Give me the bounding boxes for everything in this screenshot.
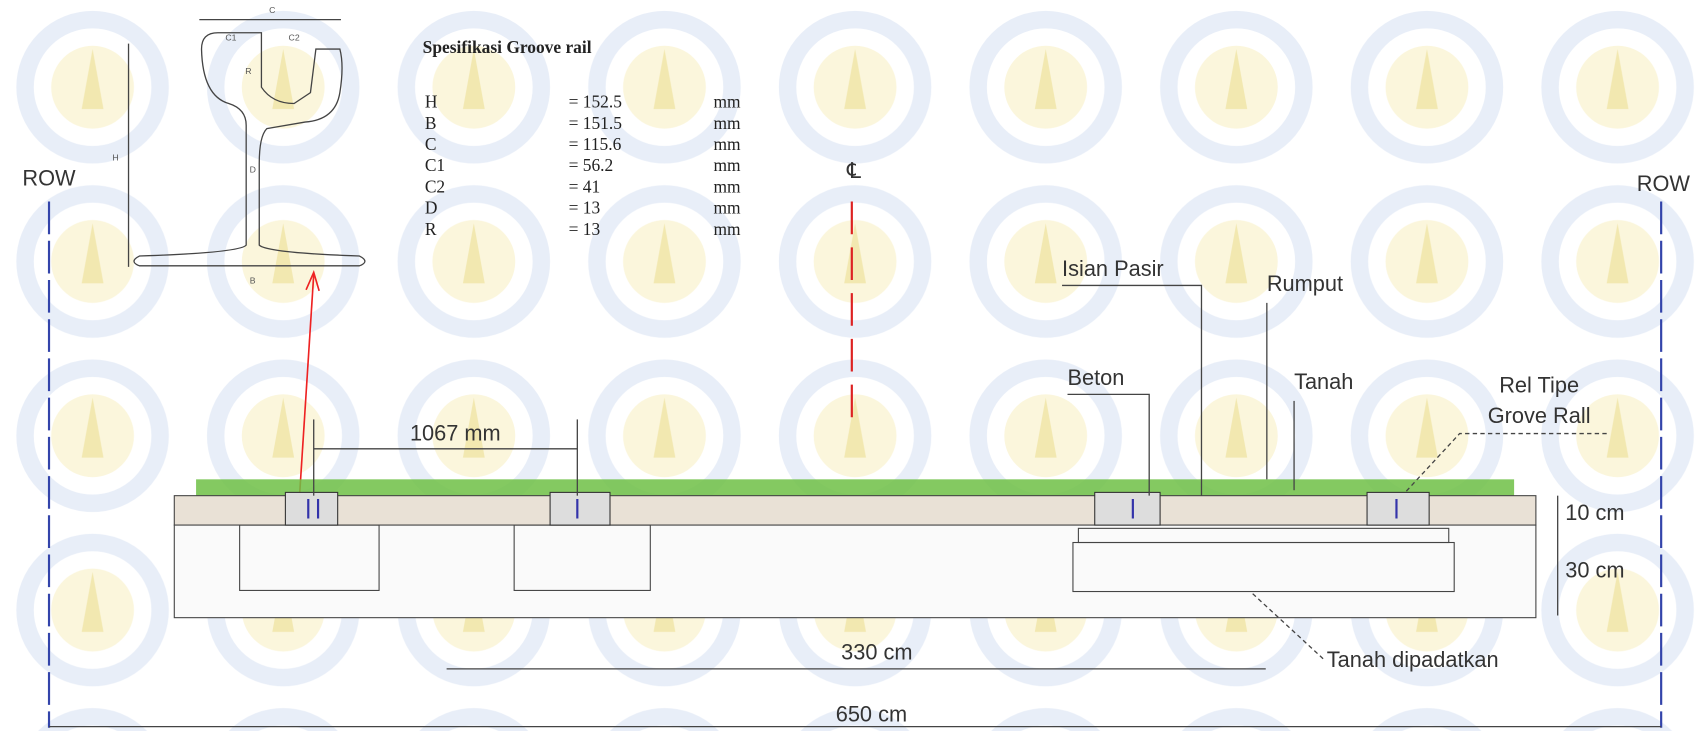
profile-label: C1: [225, 32, 236, 42]
row-label: ROW: [22, 166, 76, 191]
watermark: [0, 0, 1708, 731]
spec-unit: mm: [713, 155, 741, 175]
drawing: ROW ROW 650 cm C C1 C2 R H D B Spesifika…: [0, 0, 1708, 731]
spec-value: = 13: [569, 198, 601, 218]
profile-label: C2: [289, 32, 300, 42]
callout: Isian Pasir: [1062, 256, 1164, 281]
callout: Beton: [1068, 365, 1125, 390]
spec-label: B: [425, 113, 437, 133]
spec-unit: mm: [713, 198, 741, 218]
spec-label: C: [425, 134, 437, 154]
callout: Rumput: [1267, 271, 1343, 296]
dimension-label: 10 cm: [1565, 500, 1624, 525]
callout: Tanah dipadatkan: [1327, 647, 1499, 672]
spec-value: = 152.5: [569, 92, 623, 112]
profile-label: B: [250, 275, 256, 285]
spec-label: H: [425, 92, 438, 112]
callout: Rel Tipe: [1499, 372, 1579, 397]
spec-label: D: [425, 198, 438, 218]
spec-value: = 41: [569, 176, 601, 196]
spec-unit: mm: [713, 176, 741, 196]
dimension-label: 650 cm: [836, 701, 907, 726]
profile-label: C: [269, 5, 275, 15]
spec-unit: mm: [713, 134, 741, 154]
spec-value: = 56.2: [569, 155, 614, 175]
spec-label: C2: [425, 176, 445, 196]
dimension-label: 30 cm: [1565, 558, 1624, 583]
spec-label: C1: [425, 155, 445, 175]
callout: Grove Rall: [1488, 403, 1591, 428]
dimension-label: 1067 mm: [410, 420, 501, 445]
spec-unit: mm: [713, 219, 741, 239]
dimension-label: 330 cm: [841, 639, 912, 664]
spec-value: = 13: [569, 219, 601, 239]
track-section: [174, 479, 1536, 617]
spec-value: = 151.5: [569, 113, 623, 133]
spec-unit: mm: [713, 92, 741, 112]
spec-label: R: [425, 219, 437, 239]
centerline-symbol: ℄: [846, 158, 861, 183]
spec-unit: mm: [713, 113, 741, 133]
profile-label: H: [112, 152, 118, 162]
spec-value: = 115.6: [569, 134, 622, 154]
callout: Tanah: [1294, 369, 1353, 394]
profile-label: R: [245, 66, 251, 76]
spec-title: Spesifikasi Groove rail: [423, 37, 592, 57]
row-label: ROW: [1637, 171, 1691, 196]
profile-label: D: [250, 164, 256, 174]
